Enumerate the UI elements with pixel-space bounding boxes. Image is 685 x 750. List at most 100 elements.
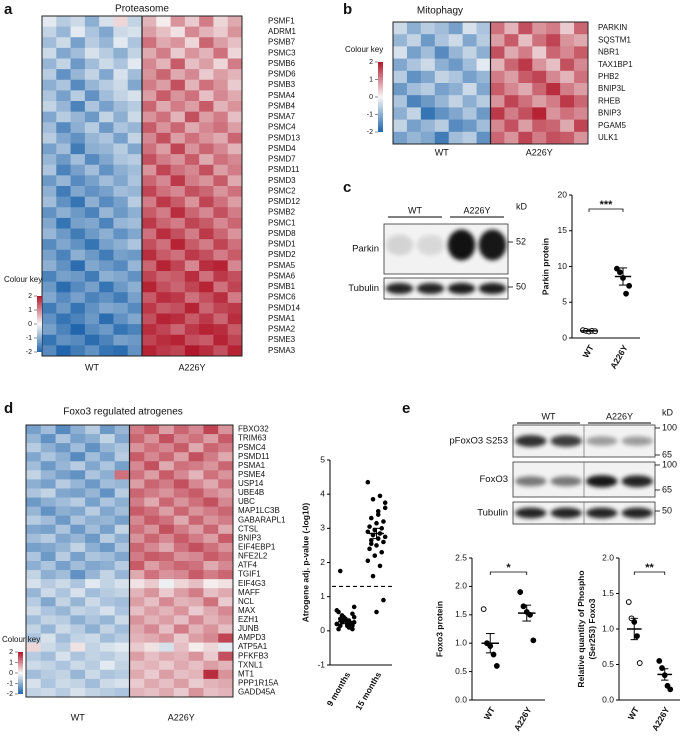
heatmap-cell [99,143,114,155]
y-tick-label: -1 [317,659,325,669]
heatmap-cell [144,497,160,507]
heatmap-cell [70,669,86,680]
data-point [634,633,640,639]
heatmap-cell [203,542,219,553]
heatmap-cell [448,83,464,96]
heatmap-cell [70,313,86,325]
blot-band [621,436,654,446]
heatmap-cell [99,175,114,187]
blot-band [585,475,618,488]
heatmap-cell [129,660,145,671]
heatmap-cell [129,479,145,489]
heatmap-cell [406,46,422,59]
heatmap-cell [173,561,190,571]
group-label: A226Y [168,712,195,722]
y-tick-label: 3 [320,523,325,533]
heatmap-cell [184,26,200,38]
heatmap-cell [218,497,234,507]
data-point [617,269,623,276]
heatmap-cell [462,46,477,59]
heatmap-cell [476,131,491,145]
heatmap-cell [170,239,186,251]
heatmap-cell [84,69,100,81]
heatmap-cell [218,479,234,489]
significance-label: *** [600,199,614,211]
heatmap-cell [518,58,533,72]
heatmap-cell [173,452,190,462]
heatmap-cell [55,551,71,562]
heatmap-cell [56,79,71,91]
heatmap-cell [184,69,200,81]
x-tick-label: A226Y [608,343,630,371]
heatmap-cell [159,551,175,562]
heatmap-cell [142,16,157,28]
heatmap-cell [144,624,160,634]
heatmap-cell [144,479,160,489]
heatmap-cell [84,281,100,293]
heatmap-cell [156,47,171,59]
heatmap-cell [159,461,175,471]
heatmap-cell [142,292,157,304]
heatmap-cell [420,58,436,72]
heatmap-cell [99,217,114,229]
heatmap-cell [199,186,214,198]
heatmap-cell [127,260,143,272]
heatmap-cell [199,334,214,346]
gene-label: EIF4G3 [238,579,266,588]
heatmap-cell [199,122,214,134]
heatmap-cell [184,271,200,283]
heatmap-cell [85,633,101,643]
data-point [517,589,524,595]
heatmap-cell [203,524,219,535]
heatmap-cell [546,34,561,47]
heatmap-cell [99,633,116,643]
heatmap-cell [99,281,114,293]
heatmap-cell [532,119,547,133]
y-tick-label: 0 [320,625,325,635]
heatmap-cell [70,443,86,453]
heatmap-cell [26,452,42,462]
heatmap-cell [70,497,86,507]
heatmap-cell [114,678,130,689]
data-point [377,563,383,569]
heatmap-cell [26,651,42,662]
heatmap-cell [70,479,86,489]
heatmap-cell [159,660,175,671]
heatmap-cell [213,16,229,28]
heatmap-cell [188,660,204,671]
x-tick-label: WT [482,704,498,721]
heatmap-cell [99,434,116,444]
heatmap-cell [518,46,533,59]
heatmap-cell [448,58,464,72]
heatmap-cell [184,313,200,325]
heatmap-cell [99,497,116,507]
heatmap-cell [99,515,116,526]
heatmap-cell [99,69,114,81]
heatmap-cell [142,26,157,38]
heatmap-cell [218,524,234,535]
y-tick-label: 0.5 [455,666,467,676]
colour-key-bar [18,652,23,694]
heatmap-cell [188,579,204,589]
heatmap-cell [70,207,86,219]
heatmap-cell [218,642,234,653]
heatmap-cell [420,107,436,120]
heatmap-cell [170,228,186,240]
heatmap-cell [70,470,86,480]
y-tick-label: 1.0 [455,637,467,647]
heatmap-cell [448,34,464,47]
heatmap-cell [203,561,219,571]
heatmap-cell [70,164,86,176]
heatmap-cell [42,260,57,272]
heatmap-cell [218,443,234,453]
heatmap-cell [42,154,57,166]
heatmap-cell [170,47,186,59]
heatmap-cell [184,132,200,144]
heatmap-cell [560,83,575,96]
panel-label: e [402,400,410,417]
heatmap-cell [56,186,71,198]
heatmap-cell [144,515,160,526]
heatmap-cell [113,26,129,38]
heatmap-cell [159,597,175,607]
heatmap-cell [218,452,234,462]
